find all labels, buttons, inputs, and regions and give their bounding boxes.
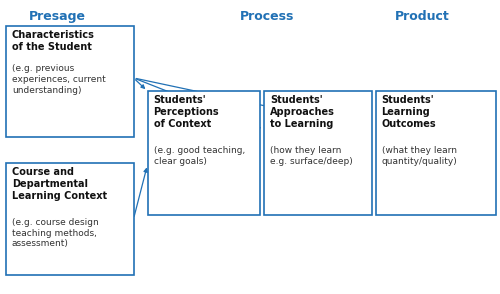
Text: Students'
Perceptions
of Context: Students' Perceptions of Context	[154, 95, 219, 129]
FancyBboxPatch shape	[148, 91, 260, 215]
Text: Students'
Approaches
to Learning: Students' Approaches to Learning	[270, 95, 335, 129]
Text: (e.g. good teaching,
clear goals): (e.g. good teaching, clear goals)	[154, 146, 245, 166]
Text: Characteristics
of the Student: Characteristics of the Student	[12, 30, 95, 52]
FancyBboxPatch shape	[6, 163, 134, 275]
Text: Students'
Learning
Outcomes: Students' Learning Outcomes	[382, 95, 436, 129]
Text: Course and
Departmental
Learning Context: Course and Departmental Learning Context	[12, 167, 107, 201]
FancyBboxPatch shape	[376, 91, 496, 215]
Text: (how they learn
e.g. surface/deep): (how they learn e.g. surface/deep)	[270, 146, 353, 166]
Text: (e.g. previous
experiences, current
understanding): (e.g. previous experiences, current unde…	[12, 64, 106, 95]
Text: (e.g. course design
teaching methods,
assessment): (e.g. course design teaching methods, as…	[12, 218, 99, 248]
FancyBboxPatch shape	[6, 26, 134, 137]
Text: Process: Process	[240, 10, 294, 23]
Text: (what they learn
quantity/quality): (what they learn quantity/quality)	[382, 146, 457, 166]
Text: Presage: Presage	[29, 10, 86, 23]
FancyBboxPatch shape	[264, 91, 372, 215]
Text: Product: Product	[395, 10, 450, 23]
